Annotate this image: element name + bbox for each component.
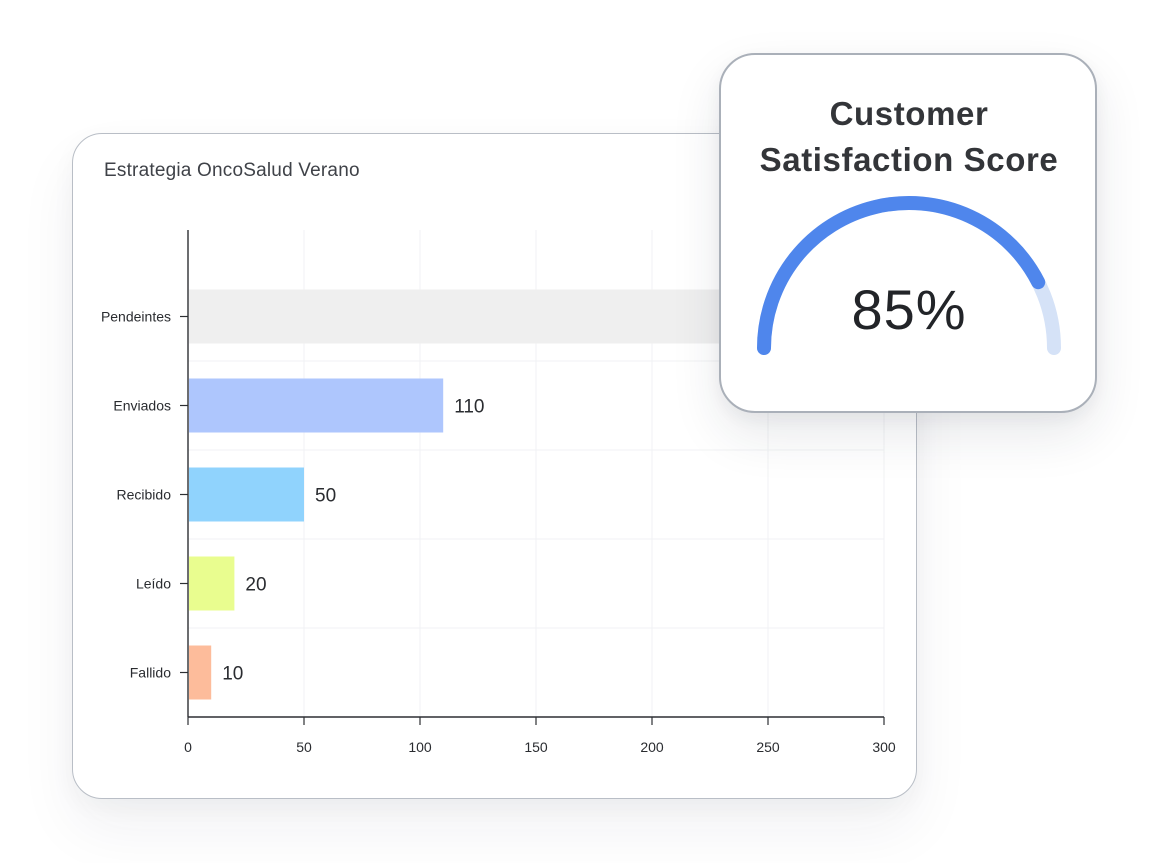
gauge-value: 85% [851,278,967,341]
data-label: 110 [454,397,484,418]
data-label: 10 [222,664,243,685]
satisfaction-gauge-card: Customer Satisfaction Score 85% [719,53,1097,413]
x-tick-label: 150 [524,739,548,755]
gauge-dial [757,196,1061,355]
gauge-title-line-2: Satisfaction Score [759,141,1059,178]
x-tick-label: 300 [872,739,896,755]
gauge-fill-arc [757,196,1046,355]
x-tick-label: 50 [296,739,312,755]
x-tick-label: 0 [184,739,192,755]
bar-1 [189,378,444,433]
x-tick-label: 250 [756,739,780,755]
x-tick-label: 200 [640,739,664,755]
category-label: Recibido [117,487,172,503]
x-tick-label: 100 [408,739,432,755]
data-label: 50 [315,486,336,507]
bar-4 [189,645,212,700]
category-label: Enviados [113,398,171,414]
bar-3 [189,556,235,611]
gauge-title: Customer Satisfaction Score [721,91,1097,183]
chart-title: Estrategia OncoSalud Verano [104,160,360,181]
category-label: Fallido [130,665,171,681]
gauge-title-line-1: Customer [829,95,989,132]
data-label: 20 [245,575,266,596]
category-label: Pendeintes [101,309,171,325]
category-label: Leído [136,576,171,592]
bar-2 [189,467,304,522]
